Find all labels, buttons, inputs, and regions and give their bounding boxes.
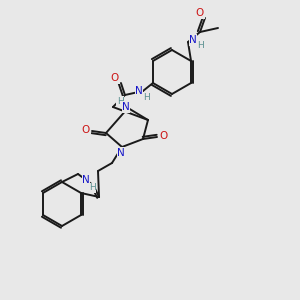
Text: H: H xyxy=(198,40,204,50)
Text: O: O xyxy=(196,8,204,18)
Text: O: O xyxy=(159,131,167,141)
Text: N: N xyxy=(117,148,125,158)
Text: N: N xyxy=(189,35,197,45)
Text: H: H xyxy=(117,97,123,106)
Text: N: N xyxy=(135,86,143,96)
Text: N: N xyxy=(122,102,130,112)
Text: O: O xyxy=(82,125,90,135)
Text: O: O xyxy=(111,73,119,83)
Text: H: H xyxy=(88,184,95,193)
Text: H: H xyxy=(144,94,150,103)
Text: N: N xyxy=(82,175,90,185)
